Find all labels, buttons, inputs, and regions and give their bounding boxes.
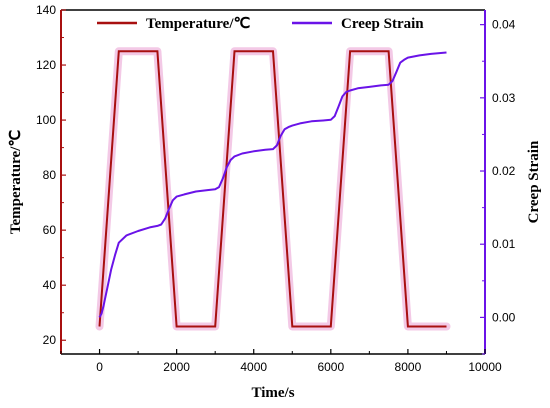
left-y-axis-title: Temperature/℃ [8,130,24,234]
x-tick-label: 10000 [468,360,502,374]
x-tick-label: 6000 [317,360,344,374]
left-y-tick-label: 40 [43,278,57,292]
right-y-tick-label: 0.04 [492,18,516,32]
x-tick-label: 0 [96,360,103,374]
left-y-tick-label: 20 [43,333,57,347]
left-y-tick-label: 80 [43,168,57,182]
left-y-tick-label: 100 [36,113,56,127]
left-y-tick-label: 120 [36,58,56,72]
series-line-temperature [98,50,447,328]
series-line-creep-strain [98,51,447,318]
temperature-band [95,47,451,331]
right-y-tick-label: 0.01 [492,237,516,251]
left-y-tick-label: 60 [43,223,57,237]
left-y-tick-label: 140 [36,3,56,17]
legend-label-temperature: Temperature/℃ [146,16,250,32]
right-y-tick-label: 0.00 [492,310,516,324]
legend-label-creep-strain: Creep Strain [341,16,424,32]
right-y-tick-label: 0.03 [492,91,516,105]
x-tick-label: 8000 [395,360,422,374]
x-axis-title: Time/s [251,385,294,401]
right-y-tick-label: 0.02 [492,164,516,178]
right-y-axis-title: Creep Strain [526,140,542,223]
x-tick-label: 2000 [163,360,190,374]
x-tick-label: 4000 [240,360,267,374]
